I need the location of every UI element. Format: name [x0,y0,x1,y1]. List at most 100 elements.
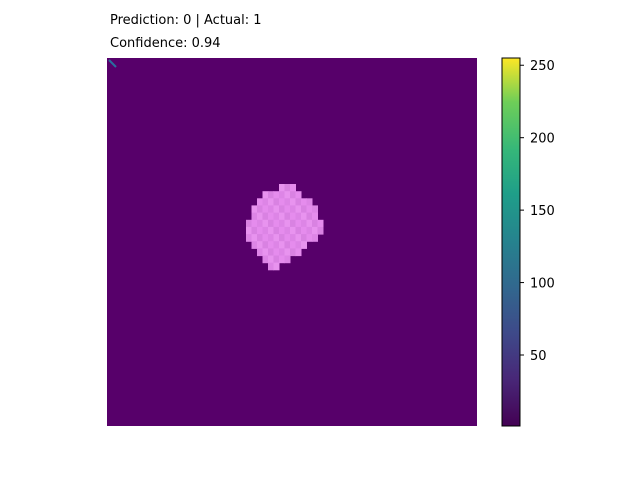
blob-cell [268,248,274,257]
overlay-blob [246,184,324,271]
blob-cell [268,226,274,235]
blob-cell [284,191,291,199]
blob-cell [279,255,285,264]
blob-cell [268,205,274,214]
blob-cell [279,226,285,235]
blob-cell [262,219,269,228]
blob-cell [268,234,274,242]
blob-cell [284,212,291,221]
blob-cell [312,226,318,235]
corner-mark [108,59,117,68]
blob-cell [268,191,274,199]
blob-cell [301,241,307,249]
blob-cell [262,212,269,221]
prediction-title: Prediction: 0 | Actual: 1 [110,13,262,28]
blob-cell [273,198,280,206]
blob-cell [279,219,285,228]
blob-cell [273,191,280,199]
blob-cell [284,205,291,214]
blob-cell [306,198,313,206]
blob-cell [290,248,296,257]
blob-cell [279,184,285,192]
blob-cell [262,205,269,214]
confidence-subtitle: Confidence: 0.94 [110,36,221,51]
blob-cell [290,226,296,235]
blob-cell [306,226,313,235]
blob-cell [262,241,269,249]
blob-cell [295,212,302,221]
colorbar-tick-label: 250 [530,59,555,74]
blob-cell [246,219,252,228]
blob-cell [290,241,296,249]
blob-cell [301,226,307,235]
blob-cell [268,255,274,264]
blob-cell [284,234,291,242]
colorbar-tick-label: 50 [530,349,547,364]
blob-cell [262,226,269,235]
blob-cell [262,255,269,264]
blob-cell [284,198,291,206]
blob-cell [295,219,302,228]
blob-cell [312,234,318,242]
blob-cell [251,212,258,221]
blob-cell [295,226,302,235]
blob-cell [306,205,313,214]
blob-cell [290,234,296,242]
blob-cell [273,241,280,249]
blob-cell [251,226,258,235]
blob-cell [312,219,318,228]
blob-cell [301,234,307,242]
blob-cell [279,198,285,206]
blob-cell [284,255,291,264]
blob-cell [279,241,285,249]
blob-cell [279,205,285,214]
blob-cell [317,226,324,235]
blob-cell [273,234,280,242]
blob-cell [301,198,307,206]
blob-cell [262,191,269,199]
blob-cell [273,248,280,257]
blob-cell [268,219,274,228]
blob-cell [273,205,280,214]
blob-cell [251,234,258,242]
blob-cell [257,219,263,228]
blob-cell [279,234,285,242]
blob-cell [273,226,280,235]
blob-cell [246,234,252,242]
blob-cell [251,205,258,214]
blob-cell [317,219,324,228]
blob-cell [257,248,263,257]
blob-cell [306,212,313,221]
blob-cell [273,212,280,221]
blob-cell [284,219,291,228]
blob-cell [257,205,263,214]
blob-cell [284,184,291,192]
blob-cell [290,198,296,206]
blob-cell [251,241,258,249]
blob-cell [246,226,252,235]
colorbar-ticks: 50 100 150 200 250 [520,59,555,364]
blob-cell [262,248,269,257]
blob-cell [312,212,318,221]
blob-cell [284,226,291,235]
blob-cell [268,241,274,249]
blob-cell [268,212,274,221]
blob-cell [295,198,302,206]
blob-cell [290,212,296,221]
blob-cell [290,219,296,228]
blob-cell [290,184,296,192]
blob-cell [301,205,307,214]
blob-cell [290,205,296,214]
blob-cell [295,191,302,199]
colorbar-tick-label: 200 [530,132,555,147]
colorbar-tick-label: 100 [530,277,555,292]
blob-cell [312,205,318,214]
blob-cell [295,248,302,257]
blob-cell [257,241,263,249]
colorbar [501,57,521,427]
blob-cell [257,212,263,221]
blob-cell [262,198,269,206]
blob-cell [301,212,307,221]
blob-cell [306,234,313,242]
blob-cell [268,262,274,271]
